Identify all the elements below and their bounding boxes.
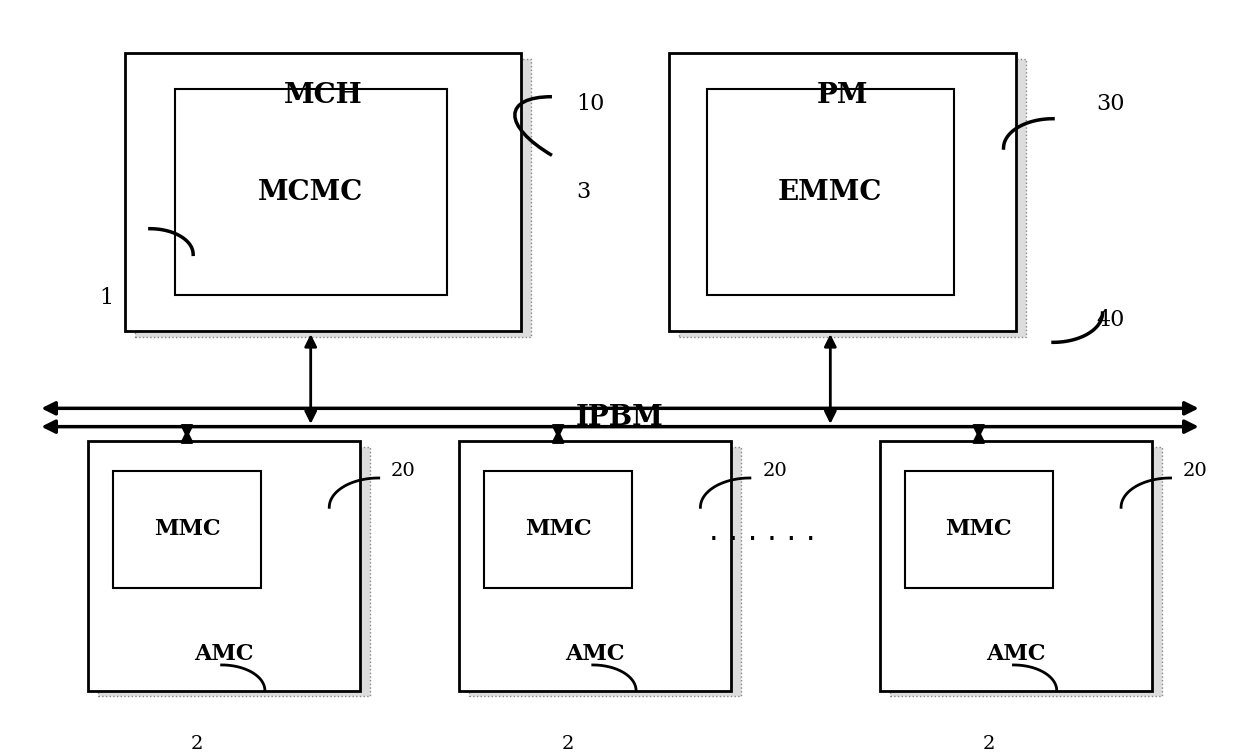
Bar (715, 94, 962, 300)
Bar (135, 59, 531, 337)
Text: 10: 10 (577, 93, 605, 115)
Bar (904, 470, 1053, 588)
Text: 20: 20 (763, 461, 787, 480)
Bar (459, 441, 732, 691)
Text: MMC: MMC (525, 518, 591, 541)
Text: 2: 2 (191, 734, 203, 752)
Text: 30: 30 (1096, 93, 1125, 115)
Text: MCMC: MCMC (258, 179, 363, 206)
Text: · · · · · ·: · · · · · · (709, 526, 816, 555)
Text: 2: 2 (562, 734, 574, 752)
Bar (175, 90, 446, 295)
Bar (680, 59, 1025, 337)
Bar (98, 447, 370, 697)
Bar (484, 470, 632, 588)
Bar (707, 90, 954, 295)
Bar (88, 441, 360, 691)
Text: MMC: MMC (945, 518, 1012, 541)
Text: MCH: MCH (284, 82, 362, 109)
Bar (469, 447, 742, 697)
Text: PM: PM (817, 82, 868, 109)
Text: AMC: AMC (195, 643, 254, 665)
Text: AMC: AMC (565, 643, 625, 665)
Bar (880, 441, 1152, 691)
Text: 20: 20 (1183, 461, 1208, 480)
Text: 20: 20 (391, 461, 415, 480)
Text: IPBM: IPBM (577, 403, 663, 431)
Bar (670, 53, 1016, 331)
Text: EMMC: EMMC (779, 179, 883, 206)
Text: AMC: AMC (986, 643, 1045, 665)
Text: MMC: MMC (154, 518, 221, 541)
Text: 40: 40 (1096, 309, 1125, 331)
Text: 2: 2 (982, 734, 994, 752)
Bar (125, 53, 521, 331)
Bar (890, 447, 1162, 697)
Bar (113, 470, 262, 588)
Text: 1: 1 (99, 287, 114, 309)
Text: 3: 3 (577, 181, 591, 203)
